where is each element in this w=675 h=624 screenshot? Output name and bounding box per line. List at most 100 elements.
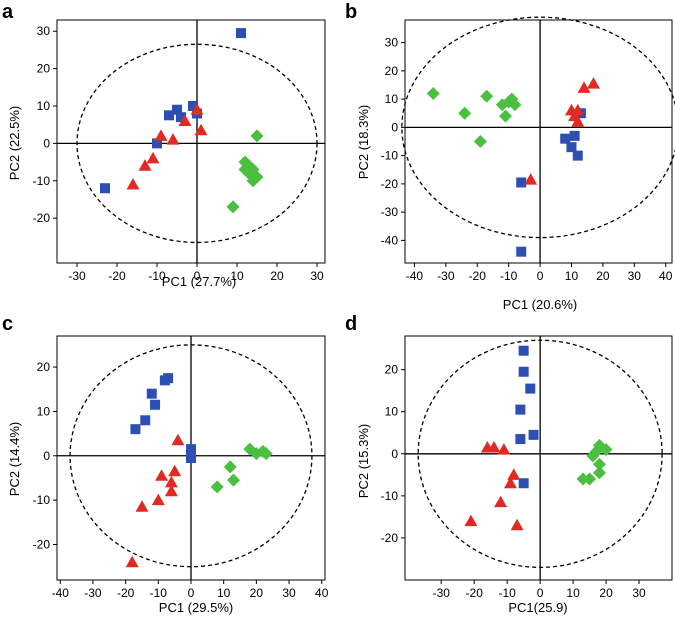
y-tick-label: 30 bbox=[385, 36, 399, 50]
y-tick-label: -10 bbox=[381, 149, 399, 163]
square-point bbox=[130, 424, 141, 435]
plot-area-d: -30 -20 -10 0 10 20 30 -20 -10 0 10 20 bbox=[381, 335, 673, 600]
y-tick-label: 20 bbox=[385, 64, 399, 78]
plot-frame bbox=[404, 335, 673, 581]
triangle-point bbox=[146, 151, 160, 164]
diamond-point bbox=[223, 460, 237, 474]
y-tick-label: 10 bbox=[37, 404, 51, 418]
x-tick-label: -20 bbox=[469, 269, 487, 283]
x-tick-label: -20 bbox=[466, 586, 484, 600]
diamond-point bbox=[210, 480, 224, 494]
triangle-point bbox=[171, 433, 185, 446]
y-tick-label: -10 bbox=[33, 493, 51, 507]
y-tick-label: 0 bbox=[391, 120, 398, 134]
square-point bbox=[146, 388, 157, 399]
x-tick-label: -30 bbox=[68, 269, 86, 283]
x-tick-label: 30 bbox=[282, 586, 296, 600]
plot-area-a: -30 -20 -10 0 10 20 30 -20 -10 0 10 20 30 bbox=[33, 19, 326, 283]
y-tick-label: 0 bbox=[391, 447, 398, 461]
square-point bbox=[518, 478, 529, 489]
x-tick-label: 10 bbox=[565, 269, 579, 283]
diamond-point bbox=[426, 86, 440, 100]
triangle-point bbox=[125, 555, 139, 568]
plot-frame bbox=[404, 19, 673, 264]
diamond-point bbox=[480, 89, 494, 103]
diamond-point bbox=[259, 447, 273, 461]
x-tick-label: 20 bbox=[596, 269, 610, 283]
panel-letter-c: c bbox=[2, 313, 13, 335]
triangle-point bbox=[194, 123, 208, 136]
x-axis-label-b: PC1 (20.6%) bbox=[503, 297, 577, 312]
panel-letter-d: d bbox=[345, 313, 357, 335]
square-point bbox=[236, 28, 246, 39]
triangle-point bbox=[571, 115, 585, 127]
diamond-point bbox=[508, 98, 522, 112]
square-point bbox=[569, 130, 580, 141]
triangle-point bbox=[126, 177, 140, 190]
y-axis-label-a: PC2 (22.5%) bbox=[7, 106, 22, 180]
diamond-point bbox=[583, 472, 597, 486]
triangle-point bbox=[135, 500, 149, 512]
diamond-point bbox=[473, 135, 487, 148]
triangle-point bbox=[164, 484, 178, 497]
x-tick-label: -20 bbox=[108, 269, 126, 283]
triangle-point bbox=[178, 114, 192, 126]
panel-a: a PC1 (27.7%) PC2 (22.5%) bbox=[2, 1, 236, 289]
x-tick-label: -20 bbox=[117, 586, 135, 600]
y-tick-label: 10 bbox=[385, 92, 399, 106]
x-tick-label: 0 bbox=[537, 586, 544, 600]
panel-letter-a: a bbox=[2, 1, 14, 23]
square-point bbox=[164, 110, 174, 121]
y-tick-label: 20 bbox=[37, 360, 51, 374]
x-tick-label: -40 bbox=[406, 269, 424, 283]
x-tick-label: 20 bbox=[270, 269, 284, 283]
triangle-point bbox=[138, 159, 152, 171]
square-point bbox=[186, 444, 196, 455]
x-tick-label: -40 bbox=[52, 586, 70, 600]
triangle-point bbox=[190, 103, 204, 115]
triangle-point bbox=[577, 81, 591, 93]
y-tick-label: 10 bbox=[37, 99, 51, 113]
triangle-point bbox=[168, 464, 182, 477]
x-tick-label: 10 bbox=[566, 586, 580, 600]
x-tick-label: 0 bbox=[537, 269, 544, 283]
x-tick-label: 0 bbox=[194, 269, 201, 283]
triangle-point bbox=[155, 469, 169, 481]
panel-letter-b: b bbox=[345, 1, 357, 23]
triangle-point bbox=[166, 133, 180, 145]
y-axis-label-c: PC2 (14.4%) bbox=[7, 422, 22, 496]
diamond-point bbox=[576, 472, 590, 486]
y-tick-label: -20 bbox=[33, 211, 51, 225]
x-tick-label: 0 bbox=[188, 586, 195, 600]
y-tick-label: 30 bbox=[37, 24, 51, 38]
y-tick-label: -30 bbox=[381, 205, 399, 219]
diamond-point bbox=[250, 129, 264, 143]
square-point bbox=[518, 345, 529, 356]
square-point bbox=[150, 399, 161, 410]
diamond-point bbox=[592, 466, 606, 480]
diamond-point bbox=[499, 109, 513, 123]
square-point bbox=[515, 434, 526, 445]
diamond-point bbox=[226, 200, 240, 214]
square-point bbox=[100, 183, 110, 194]
triangle-point bbox=[524, 173, 538, 185]
plot-area-b: -40 -30 -20 -10 0 10 20 30 40 -40 -30 -20 -10 0 10 20 30 bbox=[381, 16, 675, 283]
y-tick-label: -40 bbox=[381, 233, 399, 247]
x-tick-label: 30 bbox=[628, 269, 642, 283]
y-tick-label: 20 bbox=[37, 62, 51, 76]
square-point bbox=[566, 142, 577, 153]
triangle-point bbox=[507, 468, 521, 480]
x-axis-label-a: PC1 (27.7%) bbox=[162, 274, 236, 289]
x-tick-label: 10 bbox=[217, 586, 231, 600]
y-tick-label: -20 bbox=[381, 531, 399, 545]
triangle-point bbox=[151, 493, 165, 506]
square-point bbox=[172, 104, 182, 115]
square-point bbox=[176, 112, 186, 123]
plot-area-c: -40 -30 -20 -10 0 10 20 30 40 -20 -10 0 10 20 bbox=[33, 335, 329, 600]
y-axis-label-b: PC2 (18.3%) bbox=[356, 105, 371, 179]
triangle-point bbox=[494, 495, 508, 508]
x-tick-label: -30 bbox=[437, 269, 455, 283]
square-point bbox=[525, 383, 536, 394]
y-axis-label-d: PC2 (15.3%) bbox=[356, 424, 371, 498]
